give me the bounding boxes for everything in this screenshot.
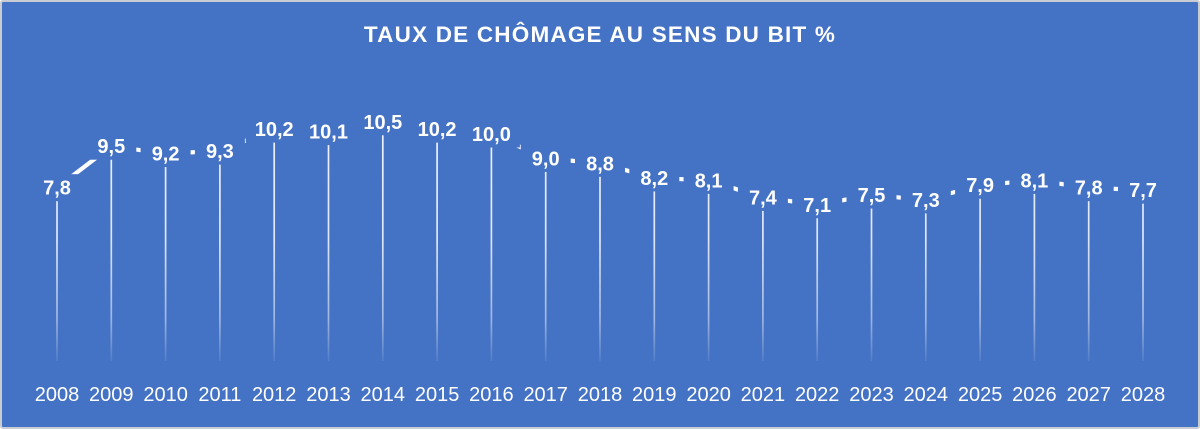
- value-label-backdrop: [520, 144, 571, 172]
- value-label-backdrop: [792, 191, 843, 219]
- value-label: 7,8: [1075, 178, 1103, 200]
- value-label-backdrop: [86, 132, 137, 160]
- x-axis-label: 2021: [741, 384, 786, 406]
- value-label: 7,8: [43, 178, 71, 200]
- value-label: 8,8: [586, 153, 614, 175]
- x-axis-label: 2027: [1066, 384, 1111, 406]
- x-axis-label: 2018: [578, 384, 623, 406]
- x-axis-label: 2026: [1012, 384, 1057, 406]
- x-axis-label: 2016: [469, 384, 514, 406]
- value-label-backdrop: [462, 120, 520, 148]
- value-label-backdrop: [575, 149, 625, 177]
- value-label: 8,1: [695, 170, 723, 192]
- value-label: 7,7: [1129, 180, 1157, 202]
- value-label-backdrop: [245, 115, 303, 143]
- value-label-backdrop: [1063, 174, 1114, 202]
- value-label: 10,5: [363, 112, 402, 134]
- value-label-backdrop: [300, 118, 357, 146]
- x-axis-label: 2013: [306, 384, 351, 406]
- value-label-backdrop: [629, 164, 680, 192]
- value-label: 8,2: [640, 168, 668, 190]
- x-axis-label: 2014: [361, 384, 406, 406]
- value-label-backdrop: [900, 186, 951, 214]
- value-label: 10,2: [418, 119, 457, 141]
- chart-title: TAUX DE CHÔMAGE AU SENS DU BIT %: [363, 22, 837, 47]
- x-axis-label: 2024: [904, 384, 949, 406]
- value-label-backdrop: [408, 115, 466, 143]
- x-axis-label: 2015: [415, 384, 460, 406]
- value-label-backdrop: [955, 171, 1006, 199]
- value-label: 10,2: [255, 119, 294, 141]
- value-label: 9,0: [532, 148, 560, 170]
- value-label: 7,4: [749, 187, 778, 209]
- x-axis-label: 2023: [849, 384, 894, 406]
- value-label: 7,3: [912, 190, 940, 212]
- value-label: 9,5: [97, 136, 125, 158]
- value-label-backdrop: [194, 137, 245, 165]
- x-axis-label: 2009: [89, 384, 134, 406]
- value-label: 9,2: [152, 144, 180, 166]
- value-label: 10,1: [309, 122, 348, 144]
- x-axis-label: 2019: [632, 384, 677, 406]
- x-axis-label: 2011: [198, 384, 241, 406]
- x-axis-label: 2025: [958, 384, 1003, 406]
- value-label: 7,9: [966, 175, 994, 197]
- x-axis-label: 2020: [686, 384, 731, 406]
- x-axis-label: 2017: [523, 384, 568, 406]
- x-axis-label: 2008: [35, 384, 80, 406]
- x-axis-label: 2028: [1121, 384, 1166, 406]
- value-label: 10,0: [472, 124, 511, 146]
- value-label-backdrop: [354, 108, 412, 136]
- value-label-backdrop: [32, 174, 82, 202]
- x-axis-label: 2010: [143, 384, 188, 406]
- value-label: 9,3: [206, 141, 234, 163]
- value-label-backdrop: [1009, 166, 1060, 194]
- value-label: 7,5: [858, 185, 886, 207]
- value-label-backdrop: [683, 166, 734, 194]
- value-label: 7,1: [803, 195, 831, 217]
- x-axis-label: 2022: [795, 384, 840, 406]
- value-label-backdrop: [846, 181, 897, 209]
- x-axis-label: 2012: [252, 384, 297, 406]
- value-label-backdrop: [1118, 176, 1168, 204]
- value-label-backdrop: [737, 183, 788, 211]
- value-label: 8,1: [1020, 170, 1048, 192]
- value-label-backdrop: [140, 140, 191, 168]
